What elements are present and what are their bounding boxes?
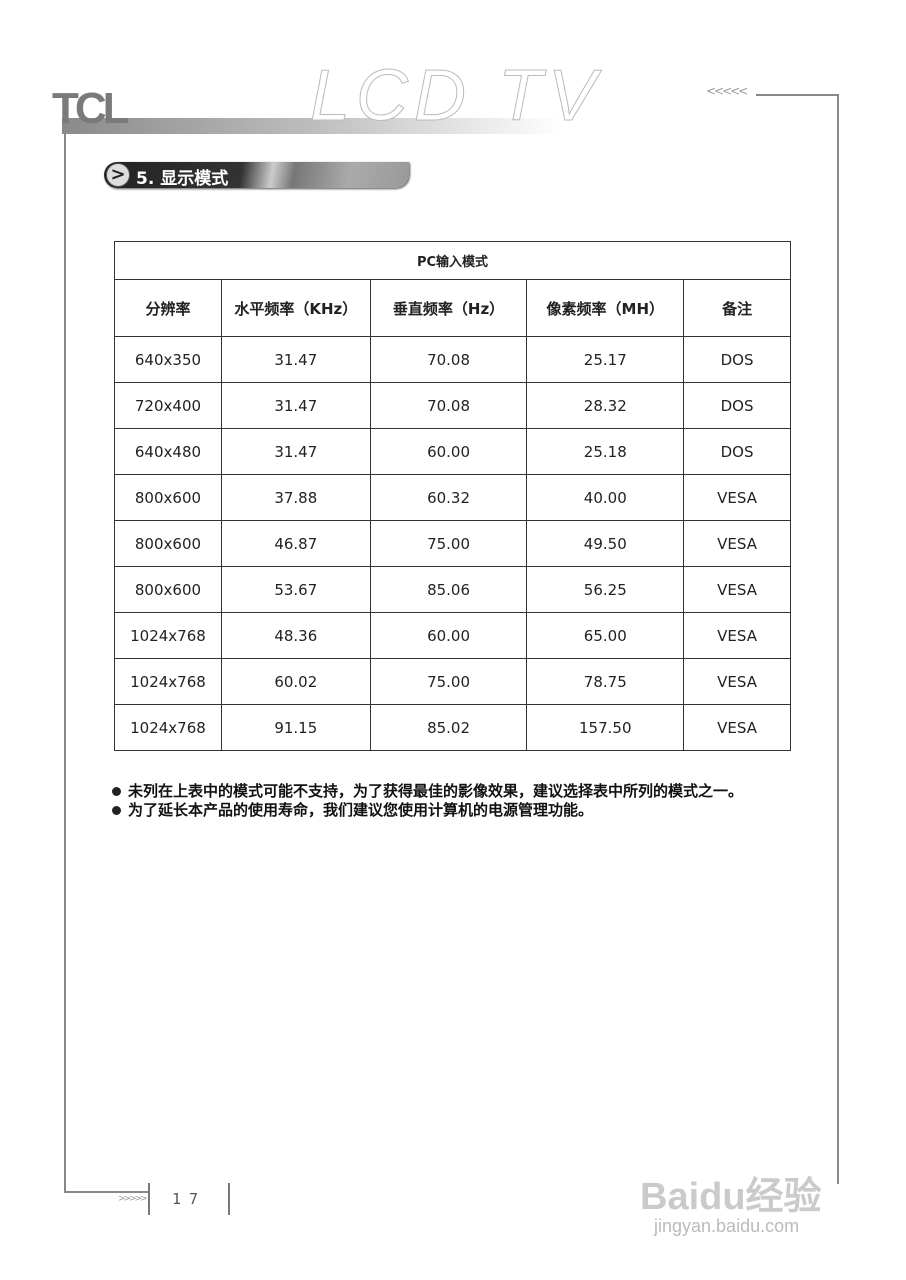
table-cell: VESA <box>683 612 791 659</box>
table-row: 800x600 53.67 85.06 56.25 VESA <box>114 566 791 613</box>
table-cell: 75.00 <box>369 658 528 705</box>
table-cell: 25.17 <box>526 336 685 383</box>
column-header: 像素频率（MH） <box>526 279 685 337</box>
product-title: LCD TV <box>309 56 603 137</box>
table-cell: DOS <box>683 382 791 429</box>
column-header: 垂直频率（Hz） <box>369 279 528 337</box>
table-cell: 31.47 <box>220 382 371 429</box>
column-header: 分辨率 <box>114 279 222 337</box>
table-row: 720x400 31.47 70.08 28.32 DOS <box>114 382 791 429</box>
table-cell: 60.00 <box>369 428 528 475</box>
table-cell: 75.00 <box>369 520 528 567</box>
table-row: 800x600 37.88 60.32 40.00 VESA <box>114 474 791 521</box>
section-heading: > 5. 显示模式 <box>104 162 409 189</box>
table-cell: 31.47 <box>220 428 371 475</box>
table-caption: PC输入模式 <box>114 241 791 280</box>
table-cell: 70.08 <box>369 336 528 383</box>
section-title: 5. 显示模式 <box>136 169 229 189</box>
table-row: 1024x768 48.36 60.00 65.00 VESA <box>114 612 791 659</box>
table-row: 640x480 31.47 60.00 25.18 DOS <box>114 428 791 475</box>
note-item: 为了延长本产品的使用寿命，我们建议您使用计算机的电源管理功能。 <box>112 801 812 820</box>
table-cell: 60.02 <box>220 658 371 705</box>
table-cell: VESA <box>683 474 791 521</box>
table-cell: 28.32 <box>526 382 685 429</box>
table-row: 1024x768 60.02 75.00 78.75 VESA <box>114 658 791 705</box>
table-cell: 800x600 <box>114 474 222 521</box>
table-cell: 800x600 <box>114 520 222 567</box>
table-cell: 37.88 <box>220 474 371 521</box>
frame-right-line <box>837 94 839 1184</box>
header-gradient-bar <box>62 118 562 134</box>
table-cell: 91.15 <box>220 704 371 751</box>
note-text: 为了延长本产品的使用寿命，我们建议您使用计算机的电源管理功能。 <box>128 801 594 819</box>
table-cell: 40.00 <box>526 474 685 521</box>
bullet-icon <box>112 806 121 815</box>
table-cell: 56.25 <box>526 566 685 613</box>
pc-input-mode-table: PC输入模式 分辨率 水平频率（KHz） 垂直频率（Hz） 像素频率（MH） 备注 64… <box>114 241 791 751</box>
notes: 未列在上表中的模式可能不支持，为了获得最佳的影像效果，建议选择表中所列的模式之一… <box>112 782 812 820</box>
table-cell: 78.75 <box>526 658 685 705</box>
table-cell: 157.50 <box>526 704 685 751</box>
table-cell: 1024x768 <box>114 658 222 705</box>
table-cell: DOS <box>683 336 791 383</box>
table-cell: 640x480 <box>114 428 222 475</box>
table-cell: VESA <box>683 520 791 567</box>
table-cell: DOS <box>683 428 791 475</box>
chevron-decoration-icon: <<<<< <box>706 84 748 98</box>
table-cell: 1024x768 <box>114 704 222 751</box>
table-cell: 31.47 <box>220 336 371 383</box>
frame-bottom-line <box>64 1191 148 1193</box>
table-cell: 800x600 <box>114 566 222 613</box>
table-row: 1024x768 91.15 85.02 157.50 VESA <box>114 704 791 751</box>
table-row: 800x600 46.87 75.00 49.50 VESA <box>114 520 791 567</box>
frame-top-line <box>756 94 839 96</box>
page-number: 17 <box>148 1183 230 1215</box>
table-cell: 46.87 <box>220 520 371 567</box>
table-cell: VESA <box>683 704 791 751</box>
table-cell: 85.02 <box>369 704 528 751</box>
table-cell: 70.08 <box>369 382 528 429</box>
table-cell: VESA <box>683 566 791 613</box>
frame-left-line <box>64 134 66 1192</box>
baidu-watermark-logo: Baidu经验 <box>640 1176 822 1218</box>
column-header: 备注 <box>683 279 791 337</box>
table-cell: 48.36 <box>220 612 371 659</box>
table-cell: 640x350 <box>114 336 222 383</box>
table-cell: 65.00 <box>526 612 685 659</box>
table-cell: VESA <box>683 658 791 705</box>
table-cell: 60.00 <box>369 612 528 659</box>
table-cell: 1024x768 <box>114 612 222 659</box>
table-cell: 60.32 <box>369 474 528 521</box>
baidu-watermark-url: jingyan.baidu.com <box>654 1216 800 1236</box>
table-cell: 85.06 <box>369 566 528 613</box>
note-item: 未列在上表中的模式可能不支持，为了获得最佳的影像效果，建议选择表中所列的模式之一… <box>112 782 812 801</box>
table-row: 640x350 31.47 70.08 25.17 DOS <box>114 336 791 383</box>
arrow-right-icon: > <box>106 163 130 187</box>
note-text: 未列在上表中的模式可能不支持，为了获得最佳的影像效果，建议选择表中所列的模式之一… <box>128 782 744 800</box>
brand-logo: TCL <box>52 84 130 133</box>
table-cell: 720x400 <box>114 382 222 429</box>
chevron-decoration-icon: >>>>> <box>118 1194 148 1204</box>
table-cell: 49.50 <box>526 520 685 567</box>
table-cell: 25.18 <box>526 428 685 475</box>
bullet-icon <box>112 787 121 796</box>
table-cell: 53.67 <box>220 566 371 613</box>
column-header: 水平频率（KHz） <box>220 279 371 337</box>
